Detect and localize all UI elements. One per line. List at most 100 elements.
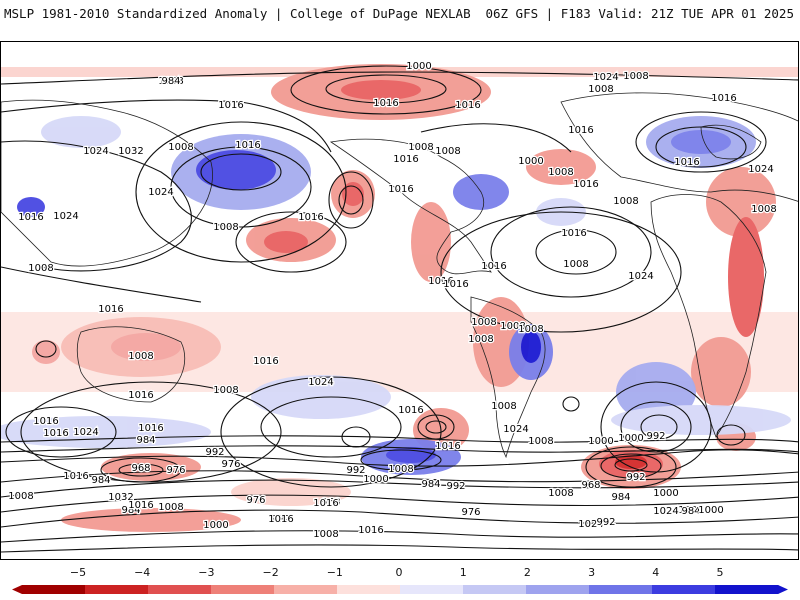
isobar-label: 1024 <box>83 146 108 157</box>
colorbar-segment <box>526 585 590 594</box>
positive-anomaly-shading <box>1 116 791 475</box>
colorbar-segment <box>400 585 464 594</box>
isobar-label: 1008 <box>128 351 153 362</box>
isobar-label: 976 <box>221 459 240 470</box>
map-panel: 1000 1008 1016 1024 1032 1008 1016 1024 1016 1008… <box>0 41 799 560</box>
colorbar-tick-label: 5 <box>716 566 724 579</box>
isobar-label: 1008 <box>213 222 238 233</box>
isobar-label: 984 <box>681 506 700 517</box>
colorbar-segment <box>22 585 86 594</box>
isobar-label: 1016 <box>388 184 413 195</box>
colorbar-tick-label: 2 <box>523 566 531 579</box>
isobar-label: 1008 <box>8 491 33 502</box>
isobar-contours <box>1 65 798 553</box>
colorbar-tick-label: −5 <box>69 566 87 579</box>
colorbar-segment <box>274 585 338 594</box>
isobar-label: 1000 <box>698 505 723 516</box>
isobar-label: 1016 <box>711 93 736 104</box>
isobar-label: 1016 <box>674 157 699 168</box>
isobar-label: 1008 <box>468 334 493 345</box>
isobar-label: 992 <box>446 481 465 492</box>
isobar-label: 1008 <box>563 259 588 270</box>
isobar-label: 968 <box>131 463 150 474</box>
isobar-label: 1008 <box>548 167 573 178</box>
isobar-label: 1008 <box>158 76 183 87</box>
isobar-label: 1024 <box>578 519 603 530</box>
isobar-label: 1016 <box>33 416 58 427</box>
colorbar-segment <box>85 585 149 594</box>
isobar-label: 1000 <box>406 61 431 72</box>
colorbar-segment <box>715 585 779 594</box>
isobar-label: 1000 <box>618 433 643 444</box>
isobar-label: 1016 <box>443 279 468 290</box>
isobar-label: 1016 <box>481 261 506 272</box>
colorbar-tick-label: −1 <box>326 566 343 579</box>
isobar-label: 1016 <box>253 356 278 367</box>
colorbar-max-arrow <box>778 585 788 594</box>
isobar-label: 984 <box>121 505 140 516</box>
isobar-label: 984 <box>136 435 155 446</box>
isobar-label: 992 <box>271 514 290 525</box>
isobar-label: 1024 <box>628 271 653 282</box>
isobar-label: 1000 <box>203 520 228 531</box>
isobar-label: 992 <box>626 472 645 483</box>
isobar-label: 992 <box>346 465 365 476</box>
isobar-label: 1000 <box>653 488 678 499</box>
isobar-label: 1016 <box>313 498 338 509</box>
isobar-label: 1016 <box>435 441 460 452</box>
colorbar-tick-label: 4 <box>652 566 660 579</box>
isobar-label: 1000 <box>518 156 543 167</box>
isobar-label: 1016 <box>573 179 598 190</box>
isobar-label: 1000 <box>406 61 431 72</box>
isobar-label: 1024 <box>653 506 678 517</box>
isobar-label: 1008 <box>751 204 776 215</box>
isobar-label: 1024 <box>503 424 528 435</box>
isobar-label: 1016 <box>138 423 163 434</box>
colorbar-tick-label: −4 <box>134 566 151 579</box>
isobar-label: 1016 <box>18 212 43 223</box>
isobar-label: 992 <box>646 431 665 442</box>
isobar-label: 1016 <box>358 525 383 536</box>
colorbar-tick-label: 3 <box>588 566 596 579</box>
isobar-label: 1008 <box>518 324 543 335</box>
isobar-label: 1016 <box>373 98 398 109</box>
isobar-label: 1008 <box>623 71 648 82</box>
isobar-label: 1016 <box>568 125 593 136</box>
isobar-label: 984 <box>421 479 440 490</box>
isobar-label: 992 <box>205 447 224 458</box>
isobar-label: 1008 <box>613 196 638 207</box>
isobar-label: 1008 <box>548 488 573 499</box>
isobar-label: 1016 <box>98 304 123 315</box>
isobar-label: 1016 <box>128 390 153 401</box>
isobar-label: 1008 <box>471 317 496 328</box>
isobar-label: 1016 <box>455 100 480 111</box>
colorbar-segment <box>148 585 212 594</box>
colorbar-tick-label: 0 <box>395 566 403 579</box>
isobar-label: 984 <box>161 76 180 87</box>
isobar-label: 1016 <box>428 276 453 287</box>
isobar-label: 1016 <box>128 500 153 511</box>
isobar-label: 1016 <box>218 100 243 111</box>
header: MSLP 1981-2010 Standardized Anomaly | Co… <box>0 0 800 28</box>
isobar-label: 1024 <box>593 72 618 83</box>
isobar-label: 976 <box>166 465 185 476</box>
isobar-label: 1016 <box>398 405 423 416</box>
isobar-label: 1008 <box>388 464 413 475</box>
colorbar-min-arrow <box>12 585 22 594</box>
isobar-label: 992 <box>596 517 615 528</box>
isobar-label: 1024 <box>748 164 773 175</box>
isobar-label: 976 <box>246 495 265 506</box>
isobar-label: 1024 <box>73 427 98 438</box>
coastlines <box>1 92 798 459</box>
colorbar-segment <box>211 585 275 594</box>
isobar-label: 992 <box>596 517 615 528</box>
isobar-label: 1032 <box>118 146 143 157</box>
colorbar-tick-label: −2 <box>262 566 279 579</box>
isobar-label: 1016 <box>63 471 88 482</box>
isobar-label: 1016 <box>268 514 293 525</box>
isobar-label: 976 <box>461 507 480 518</box>
isobar-label: 1008 <box>435 146 460 157</box>
isobar-label: 1008 <box>213 385 238 396</box>
